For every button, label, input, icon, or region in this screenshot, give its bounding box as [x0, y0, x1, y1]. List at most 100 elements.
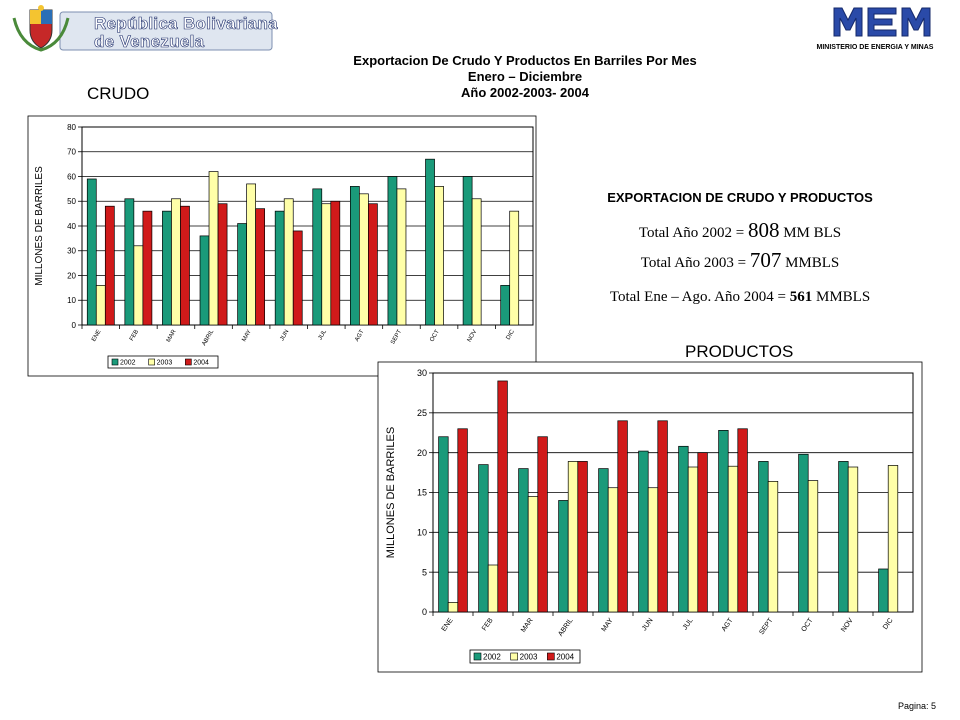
bar-2002-feb	[478, 464, 489, 613]
page-title-line2: Enero – Diciembre	[467, 69, 583, 84]
bar-2002-ene	[438, 436, 449, 613]
x-tick-label: OCT	[429, 329, 441, 343]
y-tick-label: 0	[72, 321, 77, 330]
country-name-line2: de Venezuela	[94, 32, 205, 52]
y-axis-label: MILLONES DE BARRILES	[34, 166, 45, 286]
bar-2004-jul	[330, 200, 341, 326]
summary-2004-suffix: MMBLS	[812, 289, 871, 305]
productos-chart-title: PRODUCTOS	[685, 342, 794, 361]
bar-2004-agt	[737, 428, 748, 613]
bar-2003-jul	[687, 466, 699, 613]
legend-label-2004: 2004	[556, 652, 574, 661]
bar-2002-oct	[798, 453, 809, 613]
page-title-line1: Exportacion De Crudo Y Productos En Barr…	[353, 53, 697, 68]
bar-2004-jun	[657, 420, 668, 613]
ministry-logo: MEM	[832, 4, 932, 40]
x-tick-label: FEB	[129, 329, 140, 342]
summary-2004-value: 561	[789, 289, 813, 305]
bar-2002-abril	[558, 500, 569, 613]
summary-2003-prefix: Total Año 2003 =	[640, 255, 750, 271]
crudo-chart-title: CRUDO	[87, 84, 150, 103]
ministry-logo-text: MEM	[881, 27, 884, 29]
bar-2004-ene	[104, 205, 115, 326]
bar-2003-oct	[434, 186, 444, 326]
summary-total-2004: Total Ene – Ago. Año 2004 = 561 MMBLS	[560, 289, 920, 306]
summary-2002-value: 808	[747, 218, 780, 242]
bar-2004-feb	[142, 210, 153, 326]
bar-2003-nov	[847, 466, 859, 613]
bar-2004-jul	[697, 452, 708, 613]
bar-2002-may	[598, 468, 609, 613]
summary-2003-value: 707	[749, 248, 782, 272]
legend-label-2002: 2002	[483, 652, 501, 661]
bar-2004-feb	[497, 380, 508, 613]
legend-label-2002: 2002	[120, 360, 136, 367]
legend-swatch-2003	[510, 652, 518, 661]
summary-total-2002: Total Año 2002 = 808 MM BLS	[560, 218, 920, 243]
bar-2004-mar	[180, 205, 190, 326]
bar-2002-agt	[718, 430, 729, 613]
bar-2004-may	[617, 420, 628, 613]
y-tick-label: 20	[67, 271, 76, 280]
bar-2003-ene	[447, 602, 459, 613]
bar-2003-dic	[509, 210, 520, 326]
bar-2004-abril	[577, 461, 588, 613]
bar-2004-ene	[457, 428, 468, 613]
bar-2003-mar	[527, 496, 539, 613]
bar-2003-may	[607, 487, 619, 613]
x-tick-label: DIC	[506, 328, 517, 341]
summary-2004-prefix: Total Ene – Ago. Año 2004 =	[609, 289, 790, 305]
bar-2002-mar	[518, 468, 529, 613]
summary-2002-prefix: Total Año 2002 =	[638, 225, 748, 241]
y-tick-label: 60	[67, 172, 76, 181]
legend-label-2003: 2003	[520, 652, 538, 661]
y-tick-label: 10	[417, 527, 427, 537]
legend-swatch-2004	[185, 358, 192, 366]
bar-2004-abril	[217, 203, 228, 326]
page-title-line3: Año 2002-2003- 2004	[461, 85, 589, 100]
y-tick-label: 0	[422, 607, 427, 617]
venezuela-coat-of-arms-logo	[12, 5, 273, 52]
legend-label-2004: 2004	[193, 360, 209, 367]
summary-2003-suffix: MMBLS	[781, 255, 840, 271]
bar-2002-sept	[758, 461, 769, 613]
bar-2003-abril	[567, 461, 579, 613]
bar-2003-agt	[727, 465, 739, 613]
y-tick-label: 25	[417, 408, 427, 418]
legend-label-2003: 2003	[157, 360, 173, 367]
bar-2004-mar	[537, 436, 548, 613]
y-tick-label: 50	[67, 197, 76, 206]
y-tick-label: 20	[417, 448, 427, 458]
y-tick-label: 40	[67, 222, 76, 231]
summary-total-2003: Total Año 2003 = 707 MMBLS	[560, 248, 920, 273]
x-tick-label: ENE	[91, 329, 102, 343]
country-name-line1: República Bolivariana	[94, 14, 278, 34]
y-tick-label: 70	[67, 148, 76, 157]
y-tick-label: 5	[422, 567, 427, 577]
y-tick-label: 80	[67, 123, 76, 132]
bar-2002-jun	[638, 450, 649, 613]
legend-swatch-2002	[111, 358, 119, 366]
bar-2004-agt	[368, 203, 378, 326]
bar-2003-sept	[767, 480, 779, 613]
summary-heading: EXPORTACION DE CRUDO Y PRODUCTOS	[607, 190, 873, 205]
x-tick-label: MAY	[241, 329, 252, 343]
bar-2002-jul	[678, 445, 689, 613]
x-tick-label: JUN	[279, 329, 290, 342]
bar-2004-may	[255, 208, 266, 326]
bar-2003-nov	[471, 198, 482, 326]
bar-2003-oct	[807, 480, 819, 613]
y-axis-label: MILLONES DE BARRILES	[385, 427, 397, 558]
legend-swatch-2003	[148, 358, 155, 366]
bar-2003-feb	[487, 564, 499, 613]
page-number: Pagina: 5	[897, 701, 936, 711]
bar-2002-dic	[878, 568, 889, 613]
x-tick-label: AGT	[354, 329, 366, 343]
bar-2002-ene	[86, 178, 97, 326]
legend-swatch-2002	[473, 652, 482, 661]
bar-2003-dic	[887, 465, 899, 613]
x-tick-label: NOV	[467, 329, 479, 343]
bar-2004-jun	[292, 230, 303, 326]
